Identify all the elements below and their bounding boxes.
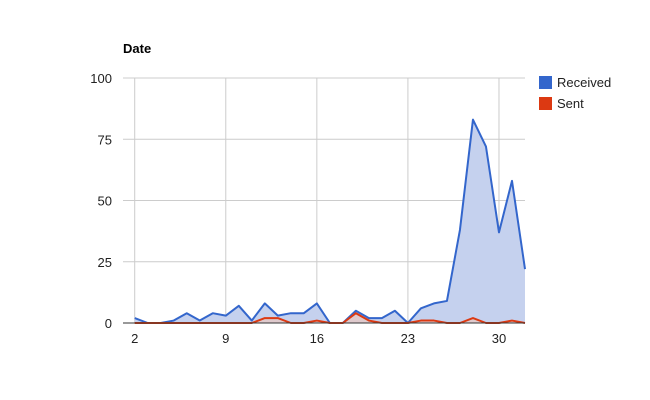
x-tick-label: 23: [401, 331, 415, 346]
legend-swatch: [539, 97, 552, 110]
y-tick-label: 75: [98, 132, 112, 147]
y-tick-label: 25: [98, 255, 112, 270]
x-tick-label: 30: [492, 331, 506, 346]
area-layer: [134, 119, 525, 324]
x-tick-label: 9: [222, 331, 229, 346]
legend-label: Sent: [557, 96, 584, 111]
legend-swatch: [539, 76, 552, 89]
y-tick-label: 100: [90, 71, 112, 86]
legend: Received Sent: [539, 75, 611, 111]
legend-item-received: Received: [539, 75, 611, 90]
series-area-received: [134, 119, 525, 324]
x-tick-label: 16: [310, 331, 324, 346]
y-tick-label: 0: [105, 316, 112, 331]
grid-layer: [123, 77, 525, 323]
axis-layer: 0 25 50 75 100 2 9 16 23 30: [90, 71, 525, 346]
legend-label: Received: [557, 75, 611, 90]
chart-title: Date: [123, 41, 151, 56]
x-tick-label: 2: [131, 331, 138, 346]
legend-item-sent: Sent: [539, 96, 584, 111]
y-tick-label: 50: [98, 194, 112, 209]
